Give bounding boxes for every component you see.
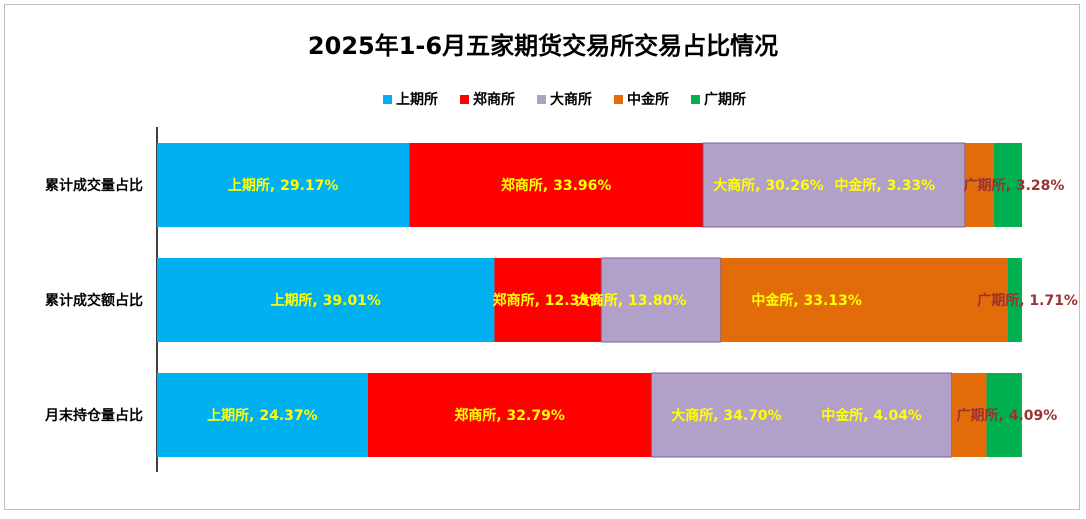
legend-label: 郑商所 <box>473 92 515 108</box>
legend-item-0: 上期所 <box>383 89 438 109</box>
bar-segment <box>986 373 1022 457</box>
legend-swatch <box>614 94 623 104</box>
legend-item-2: 大商所 <box>537 89 592 109</box>
bar-segment <box>157 143 410 227</box>
chart-title: 2025年1-6月五家期货交易所交易占比情况 <box>307 32 779 60</box>
bar-segment <box>367 373 652 457</box>
legend-item-3: 中金所 <box>614 89 669 109</box>
data-label: 上期所, 29.17% <box>228 177 339 194</box>
data-label: 中金所, 33.13% <box>751 292 862 309</box>
bar-segment <box>964 143 994 227</box>
data-label: 上期所, 39.01% <box>270 292 381 309</box>
bar-segment <box>650 372 953 458</box>
data-label: 中金所, 3.33% <box>834 177 935 194</box>
bar-segment <box>993 143 1022 227</box>
data-label: 中金所, 4.04% <box>821 407 922 424</box>
legend-label: 中金所 <box>627 92 669 108</box>
bar-segment <box>600 257 722 343</box>
data-label: 郑商所, 33.96% <box>501 177 612 194</box>
bar-segment <box>702 142 966 228</box>
legend-label: 上期所 <box>396 92 438 108</box>
bar-segment <box>720 258 1008 342</box>
data-label: 上期所, 24.37% <box>207 407 318 424</box>
legend-swatch <box>537 94 546 104</box>
data-label: 郑商所, 12.35% <box>493 292 604 309</box>
data-label: 广期所, 1.71% <box>977 292 1078 309</box>
bar-segment <box>494 258 602 342</box>
data-label: 郑商所, 32.79% <box>454 407 565 424</box>
legend-swatch <box>691 94 700 104</box>
data-label: 广期所, 3.28% <box>964 177 1065 194</box>
bar-segment <box>1007 258 1022 342</box>
bar-segment <box>409 143 704 227</box>
category-label: 月末持仓量占比 <box>44 407 143 424</box>
category-label: 累计成交量占比 <box>45 177 143 194</box>
legend-item-1: 郑商所 <box>460 89 515 109</box>
bar-segment <box>157 258 495 342</box>
bar-segment <box>157 373 368 457</box>
data-label: 广期所, 4.09% <box>957 407 1058 424</box>
bar-segment <box>951 373 987 457</box>
legend-item-4: 广期所 <box>691 89 746 109</box>
data-label: 大商所, 30.26% <box>713 177 824 194</box>
legend-swatch <box>460 94 469 104</box>
chart-legend: 上期所 郑商所 大商所 中金所 广期所 <box>383 89 746 109</box>
legend-swatch <box>383 94 392 104</box>
legend-label: 广期所 <box>704 92 746 108</box>
category-label: 累计成交额占比 <box>45 292 143 309</box>
data-label: 大商所, 34.70% <box>671 407 782 424</box>
data-label: 大商所, 13.80% <box>576 292 687 309</box>
legend-label: 大商所 <box>550 92 592 108</box>
